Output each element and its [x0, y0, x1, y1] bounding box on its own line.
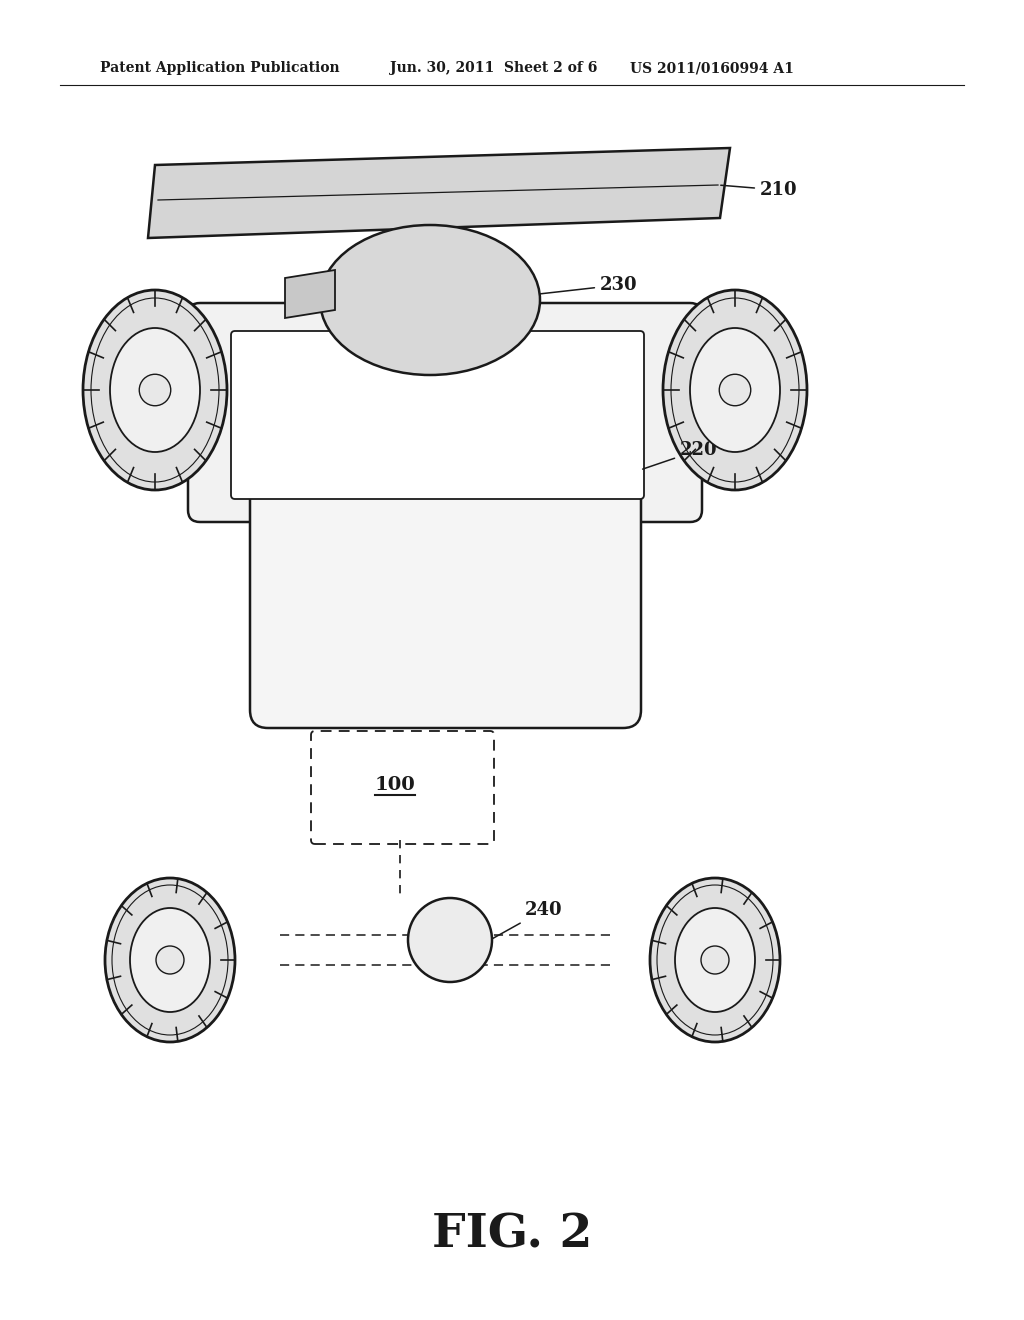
- Text: 240: 240: [493, 902, 562, 939]
- Text: 100: 100: [375, 776, 416, 795]
- Text: Patent Application Publication: Patent Application Publication: [100, 61, 340, 75]
- Circle shape: [139, 375, 171, 405]
- Circle shape: [701, 946, 729, 974]
- Text: 230: 230: [532, 276, 638, 294]
- Text: Jun. 30, 2011  Sheet 2 of 6: Jun. 30, 2011 Sheet 2 of 6: [390, 61, 597, 75]
- Text: US 2011/0160994 A1: US 2011/0160994 A1: [630, 61, 794, 75]
- Ellipse shape: [690, 327, 780, 451]
- FancyBboxPatch shape: [250, 412, 641, 729]
- Circle shape: [156, 946, 184, 974]
- Ellipse shape: [130, 908, 210, 1012]
- Text: 210: 210: [721, 181, 798, 199]
- Polygon shape: [285, 271, 335, 318]
- Ellipse shape: [319, 224, 540, 375]
- Ellipse shape: [105, 878, 234, 1041]
- FancyBboxPatch shape: [231, 331, 644, 499]
- FancyBboxPatch shape: [188, 304, 702, 521]
- Polygon shape: [148, 148, 730, 238]
- Ellipse shape: [663, 290, 807, 490]
- Ellipse shape: [83, 290, 227, 490]
- Ellipse shape: [675, 908, 755, 1012]
- Circle shape: [408, 898, 492, 982]
- FancyBboxPatch shape: [311, 731, 494, 843]
- Ellipse shape: [650, 878, 780, 1041]
- Ellipse shape: [110, 327, 200, 451]
- Text: 220: 220: [643, 441, 718, 469]
- Text: FIG. 2: FIG. 2: [432, 1212, 592, 1258]
- Circle shape: [719, 375, 751, 405]
